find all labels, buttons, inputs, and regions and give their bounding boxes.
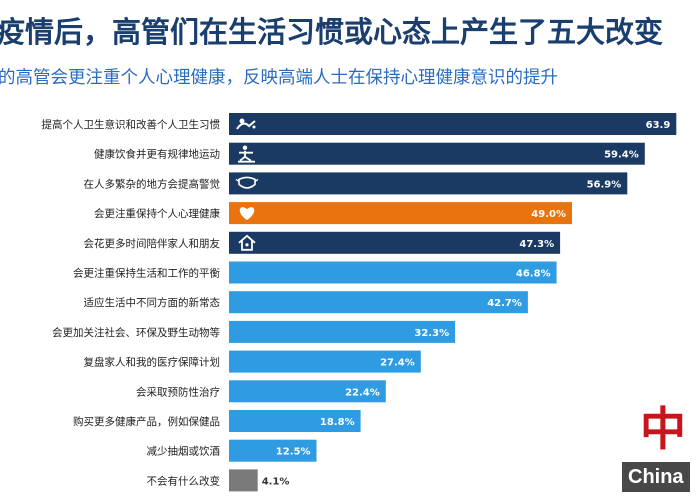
value-label: 49.0% <box>531 209 566 220</box>
category-label: 复盘家人和我的医疗保障计划 <box>84 356 221 369</box>
heart-icon <box>239 207 255 221</box>
value-label: 18.8% <box>320 417 355 428</box>
bar <box>229 113 677 135</box>
category-label: 会花更多时间陪伴家人和朋友 <box>84 237 221 250</box>
bar <box>229 350 421 373</box>
bar <box>229 439 317 462</box>
category-label: 购买更多健康产品，例如保健品 <box>73 415 220 428</box>
value-label: 22.4% <box>345 387 380 398</box>
bar <box>229 142 645 165</box>
category-label: 会更注重保持个人心理健康 <box>94 207 220 220</box>
bar <box>229 469 258 492</box>
bar <box>229 172 628 195</box>
home-icon <box>238 234 256 251</box>
category-label: 在人多繁杂的地方会提高警觉 <box>84 177 221 190</box>
bar <box>229 410 361 432</box>
bar <box>229 202 572 225</box>
value-label: 4.1% <box>262 476 290 487</box>
bar <box>229 231 561 254</box>
value-label: 27.4% <box>380 358 415 369</box>
page-subtitle: 的高管会更注重个人心理健康，反映高端人士在保持心理健康意识的提升 <box>0 68 558 88</box>
category-label: 提高个人卫生意识和改善个人卫生习惯 <box>42 118 221 131</box>
category-label: 减少抽烟或饮酒 <box>147 445 221 458</box>
mask-icon <box>235 176 259 189</box>
value-label: 32.3% <box>414 328 449 339</box>
category-label: 会采取预防性治疗 <box>136 385 220 398</box>
bar <box>229 291 528 314</box>
value-label: 42.7% <box>487 298 522 309</box>
hygiene-icon <box>236 118 256 130</box>
category-label: 适应生活中不同方面的新常态 <box>84 296 221 309</box>
bar <box>229 380 386 403</box>
category-label: 会更注重保持生活和工作的平衡 <box>73 267 220 280</box>
watermark-logo-en: China <box>622 462 690 492</box>
value-label: 12.5% <box>276 447 311 458</box>
category-label: 健康饮食并更有规律地运动 <box>94 148 220 161</box>
value-label: 56.9% <box>587 179 622 190</box>
page-title: 疫情后，高管们在生活习惯或心态上产生了五大改变 <box>0 15 664 49</box>
watermark-logo-cn: 中 <box>640 402 686 456</box>
exercise-icon <box>238 145 255 163</box>
value-label: 47.3% <box>519 239 554 250</box>
category-label: 会更加关注社会、环保及野生动物等 <box>52 326 220 339</box>
value-label: 59.4% <box>604 150 639 161</box>
category-label: 不会有什么改变 <box>147 474 221 487</box>
bar <box>229 320 456 343</box>
bar <box>229 261 557 284</box>
value-label: 63.9 <box>646 120 671 131</box>
value-label: 46.8% <box>516 269 551 280</box>
